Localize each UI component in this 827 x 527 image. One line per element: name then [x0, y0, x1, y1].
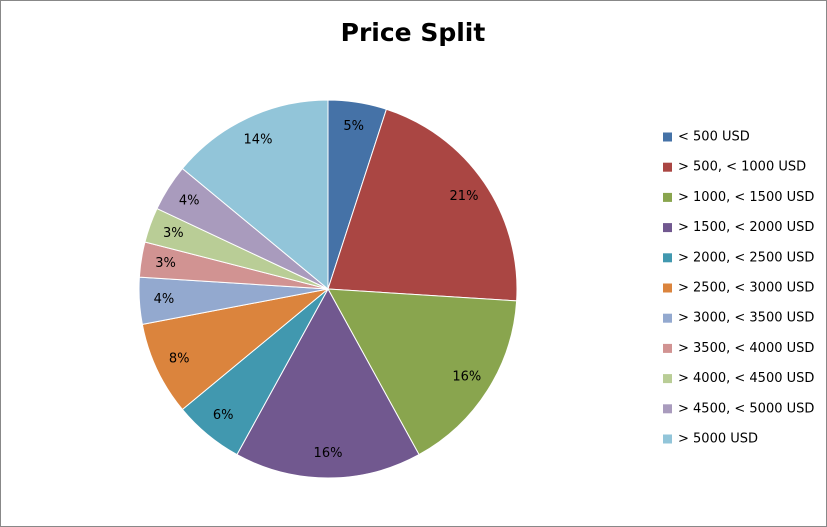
- pie-slice: [327, 288, 518, 456]
- legend-label: < 500 USD: [678, 130, 750, 145]
- legend-swatch: [663, 162, 672, 172]
- legend-label: > 500, < 1000 USD: [678, 160, 806, 175]
- pie-slice: [181, 99, 329, 291]
- legend-label: > 3000, < 3500 USD: [678, 311, 814, 326]
- slice-label: 16%: [452, 370, 481, 385]
- legend-swatch: [663, 343, 672, 353]
- legend-label: > 1500, < 2000 USD: [678, 220, 814, 235]
- legend-swatch: [663, 404, 672, 414]
- legend-swatch: [663, 223, 672, 233]
- legend-swatch: [663, 434, 672, 444]
- legend-swatch: [663, 132, 672, 142]
- pie-slice: [236, 287, 420, 479]
- chart-title: Price Split: [341, 18, 486, 47]
- legend-swatch: [663, 283, 672, 293]
- slice-label: 8%: [169, 352, 190, 367]
- legend-label: > 5000 USD: [678, 432, 758, 447]
- slice-label: 4%: [154, 292, 175, 307]
- slice-label: 3%: [163, 226, 184, 241]
- slice-label: 3%: [155, 256, 176, 271]
- slice-label: 14%: [244, 133, 273, 148]
- pie-slice: [327, 108, 518, 302]
- pie-slice: [141, 288, 329, 411]
- legend-label: > 2000, < 2500 USD: [678, 250, 814, 265]
- slice-label: 4%: [179, 193, 200, 208]
- legend-label: > 3500, < 4000 USD: [678, 341, 814, 356]
- legend-swatch: [663, 253, 672, 263]
- slice-label: 6%: [213, 408, 234, 423]
- slice-label: 21%: [450, 189, 479, 204]
- legend-label: > 4500, < 5000 USD: [678, 401, 814, 416]
- legend-label: > 2500, < 3000 USD: [678, 281, 814, 296]
- legend-swatch: [663, 192, 672, 202]
- legend-swatch: [663, 374, 672, 384]
- legend-label: > 1000, < 1500 USD: [678, 190, 814, 205]
- slice-label: 16%: [314, 446, 343, 461]
- legend-swatch: [663, 313, 672, 323]
- slice-label: 5%: [343, 119, 364, 134]
- legend-label: > 4000, < 4500 USD: [678, 371, 814, 386]
